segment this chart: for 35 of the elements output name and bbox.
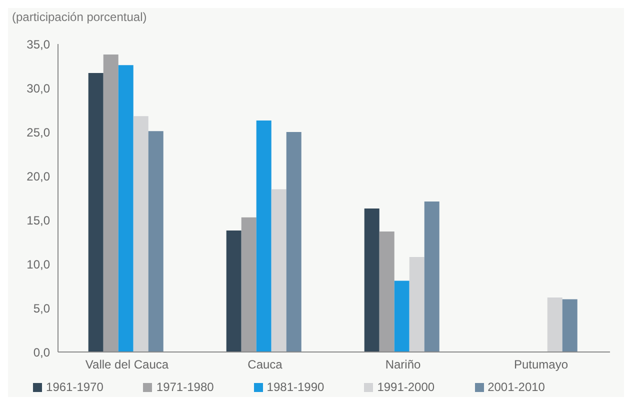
x-tick-label: Nariño <box>385 358 421 372</box>
y-tick-label: 15,0 <box>26 213 50 228</box>
bar <box>271 189 286 352</box>
legend-label: 1991-2000 <box>377 380 435 394</box>
y-tick-label: 30,0 <box>26 81 50 96</box>
bar <box>103 54 118 352</box>
x-tick-label: Cauca <box>248 358 283 372</box>
y-tick-label: 10,0 <box>26 257 50 272</box>
bar <box>409 256 424 352</box>
bar <box>88 73 104 352</box>
bar <box>394 280 410 352</box>
bar <box>379 231 394 352</box>
bar <box>118 65 134 352</box>
x-tick-label: Valle del Cauca <box>85 358 169 372</box>
chart-subtitle: (participación porcentual) <box>12 10 147 24</box>
legend-label: 1961-1970 <box>46 380 104 394</box>
bar <box>547 297 562 352</box>
y-tick-label: 25,0 <box>26 125 50 140</box>
x-tick-label: Putumayo <box>514 358 568 372</box>
y-tick-label: 20,0 <box>26 169 50 184</box>
legend-label: 1971-1980 <box>156 380 214 394</box>
bar <box>364 208 380 352</box>
bar <box>133 116 148 352</box>
bar <box>286 132 302 352</box>
bar <box>424 202 440 352</box>
bar <box>148 131 164 352</box>
bar <box>562 299 578 352</box>
y-tick-label: 0,0 <box>33 345 50 360</box>
bar <box>226 230 242 352</box>
legend-label: 1981-1990 <box>266 380 324 394</box>
bar <box>256 120 272 352</box>
legend-label: 2001-2010 <box>488 380 545 394</box>
bar <box>241 217 256 352</box>
y-tick-label: 35,0 <box>26 37 50 52</box>
y-tick-label: 5,0 <box>33 301 50 316</box>
